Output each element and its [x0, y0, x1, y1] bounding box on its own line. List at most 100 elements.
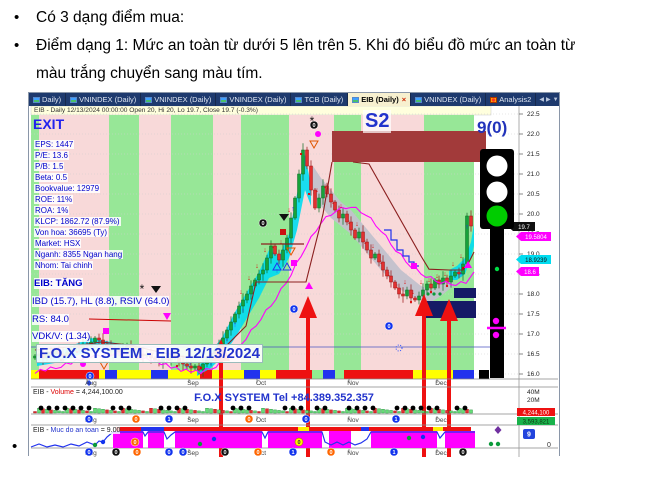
bullet-item-2: • Điểm dạng 1: Mức an toàn từ dưới 5 lên… [14, 32, 648, 88]
chart-area: ↓↓↓↓↓↓↓↓↓↓↓↓↓↓↓↓↓↓↓↓↓↓↓↓↓↓↓↓↑↑↑↑↑↑↑↑↑↑↑↑… [29, 106, 559, 457]
svg-text:1: 1 [392, 450, 395, 456]
svg-text:0: 0 [114, 450, 117, 456]
stat-line: ROE: 11% [34, 195, 74, 204]
svg-text:↓: ↓ [323, 183, 327, 190]
svg-text:↓: ↓ [347, 219, 351, 226]
svg-text:↓: ↓ [395, 283, 399, 290]
svg-text:Oct: Oct [256, 417, 266, 424]
svg-text:↓: ↓ [315, 187, 319, 194]
svg-text:16.5: 16.5 [527, 351, 540, 358]
svg-text:↓: ↓ [247, 275, 251, 282]
safety-label-name: Muc do an toan [50, 427, 99, 434]
tab-vnindex-daily-[interactable]: VNINDEX (Daily) [216, 93, 292, 106]
fox-system-label: F.O.X SYSTEM - EIB 12/13/2024 [36, 344, 263, 363]
stat-line: Bookvalue: 12979 [34, 184, 101, 193]
svg-text:1: 1 [167, 417, 170, 423]
bullet-item-1: • Có 3 dạng điểm mua: [14, 4, 648, 32]
svg-text:Nov: Nov [347, 380, 359, 387]
tab-tcb-daily-[interactable]: TCB (Daily) [291, 93, 349, 106]
svg-text:18.9239: 18.9239 [525, 258, 547, 264]
svg-text:*: * [140, 282, 145, 296]
svg-text:18.0: 18.0 [527, 291, 540, 298]
svg-text:0: 0 [292, 307, 295, 313]
svg-text:↓: ↓ [363, 239, 367, 246]
tab-control-2[interactable]: ▼ [552, 96, 559, 103]
svg-text:↑: ↑ [209, 362, 213, 369]
svg-text:0: 0 [223, 450, 226, 456]
svg-text:0: 0 [329, 450, 332, 456]
stat-line: Nganh: 8355 Ngan hang [34, 250, 124, 259]
svg-text:Dec: Dec [435, 450, 447, 457]
stat-line: Market: HSX [34, 239, 82, 248]
svg-text:0: 0 [261, 221, 264, 227]
svg-text:↓: ↓ [287, 207, 291, 214]
svg-text:Sep: Sep [187, 380, 199, 387]
svg-text:*: * [310, 114, 315, 128]
svg-text:21.5: 21.5 [527, 151, 540, 158]
close-icon[interactable]: × [401, 95, 407, 104]
chart-icon [352, 96, 360, 103]
stat-line: ROA: 1% [34, 206, 70, 215]
stat-line: KLCP: 1862.72 (87.9%) [34, 217, 121, 226]
stat-line: P/E: 13.6 [34, 151, 69, 160]
tab-analysis2[interactable]: Analysis2 [486, 93, 537, 106]
svg-text:20.0: 20.0 [527, 211, 540, 218]
svg-text:↓: ↓ [379, 259, 383, 266]
svg-text:Oct: Oct [256, 380, 266, 387]
tab-label: TCB (Daily) [304, 95, 344, 104]
tab-control-0[interactable]: ◀ [539, 97, 544, 103]
bullet-1-text: Có 3 dạng điểm mua: [36, 9, 185, 26]
svg-text:↓: ↓ [411, 289, 415, 296]
svg-text:16.0: 16.0 [527, 371, 540, 378]
svg-text:20.5: 20.5 [527, 191, 540, 198]
svg-text:0: 0 [87, 417, 90, 423]
tab-control-1[interactable]: ▶ [545, 97, 551, 103]
svg-text:↑: ↑ [465, 224, 469, 231]
svg-text:0: 0 [87, 450, 90, 456]
safety-pane: 0 00 0 0 0 0 0 0 1 0 1 090 [30, 426, 551, 457]
svg-text:Dec: Dec [435, 380, 447, 387]
chart-window: Daily) VNINDEX (Daily) VNINDEX (Daily) VNIN… [28, 92, 560, 457]
svg-text:↑: ↑ [275, 268, 279, 275]
svg-text:0: 0 [181, 450, 184, 456]
svg-text:↑: ↑ [233, 322, 237, 329]
svg-text:19.0: 19.0 [527, 251, 540, 258]
svg-text:3,593,821: 3,593,821 [523, 420, 550, 426]
svg-text:0: 0 [387, 324, 390, 330]
svg-text:↓: ↓ [403, 279, 407, 286]
svg-text:↓: ↓ [263, 247, 267, 254]
tab-daily-[interactable]: Daily) [29, 93, 67, 106]
svg-text:0: 0 [297, 440, 300, 446]
svg-text:19.7: 19.7 [518, 225, 530, 231]
tab-label: VNINDEX (Daily) [79, 95, 137, 104]
stat-line: EPS: 1447 [34, 140, 75, 149]
stat-line: Von hoa: 36695 (Ty) [34, 228, 109, 237]
svg-text:21.0: 21.0 [527, 171, 540, 178]
tab-vnindex-daily-[interactable]: VNINDEX (Daily) [66, 93, 142, 106]
svg-text:0: 0 [461, 450, 464, 456]
svg-text:↓: ↓ [339, 203, 343, 210]
svg-text:22.0: 22.0 [527, 131, 540, 138]
tab-vnindex-daily-[interactable]: VNINDEX (Daily) [411, 93, 487, 106]
svg-text:0: 0 [133, 440, 136, 446]
tab-vnindex-daily-[interactable]: VNINDEX (Daily) [141, 93, 217, 106]
svg-text:19.5804: 19.5804 [525, 235, 547, 241]
chart-icon [415, 96, 423, 103]
svg-text:↓: ↓ [371, 243, 375, 250]
fox-tel-label: F.O.X SYSTEM Tel +84.389.352.357 [194, 392, 374, 404]
svg-text:↑: ↑ [291, 206, 295, 213]
exit-label: EXIT [33, 116, 65, 132]
svg-text:4,244,100: 4,244,100 [523, 411, 550, 417]
tab-label: VNINDEX (Daily) [424, 95, 482, 104]
tab-eib-daily-[interactable]: EIB (Daily) × [348, 93, 412, 106]
tab-label: VNINDEX (Daily) [154, 95, 212, 104]
vdk-label: VDK/V: (1.34) [32, 331, 91, 342]
svg-text:↓: ↓ [419, 279, 423, 286]
svg-text:↓: ↓ [331, 199, 335, 206]
analysis-icon [490, 96, 498, 103]
svg-text:Dec: Dec [435, 417, 447, 424]
chart-icon [145, 96, 153, 103]
tab-bar: Daily) VNINDEX (Daily) VNINDEX (Daily) VNIN… [29, 93, 559, 106]
tab-label: EIB (Daily) [361, 95, 399, 104]
